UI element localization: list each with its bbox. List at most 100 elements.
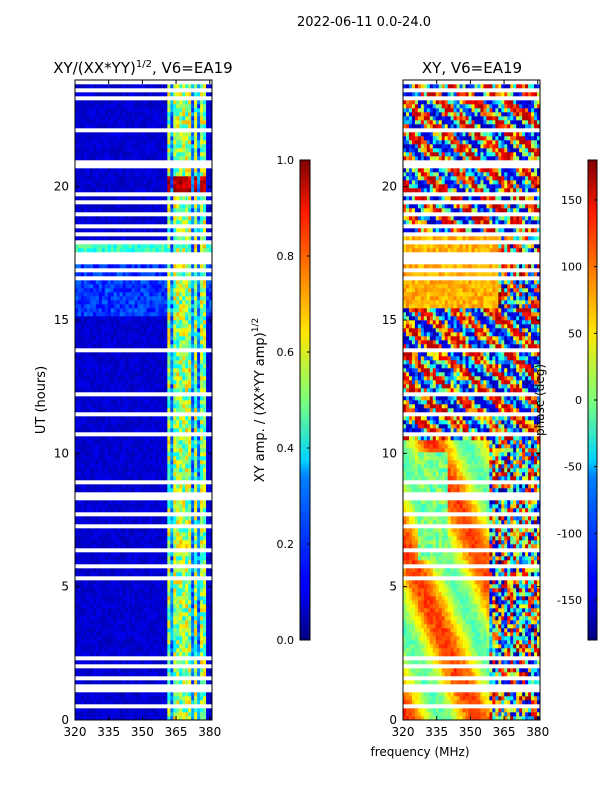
heatmap-cell [152, 388, 156, 393]
heatmap-cell [167, 504, 171, 509]
heatmap-cell [179, 648, 183, 653]
heatmap-cell [128, 584, 132, 589]
heatmap-cell [167, 712, 171, 717]
heatmap-cell [200, 604, 204, 609]
heatmap-cell [170, 404, 174, 409]
heatmap-cell [173, 228, 177, 233]
heatmap-cell [161, 304, 165, 309]
heatmap-cell [164, 372, 168, 377]
heatmap-cell [170, 384, 174, 389]
heatmap-cell [83, 632, 88, 637]
heatmap-cell [194, 716, 198, 720]
heatmap-cell [134, 380, 138, 385]
heatmap-cell [86, 304, 91, 309]
heatmap-cell [191, 216, 195, 221]
heatmap-cell [188, 216, 192, 221]
heatmap-cell [134, 620, 138, 625]
heatmap-cell [98, 440, 103, 445]
heatmap-cell [131, 468, 135, 473]
heatmap-cell [164, 628, 168, 633]
heatmap-cell [125, 424, 129, 429]
heatmap-cell [134, 540, 138, 545]
heatmap-cell [83, 500, 88, 505]
heatmap-cell [101, 204, 106, 209]
heatmap-cell [191, 284, 195, 289]
heatmap-cell [206, 488, 210, 493]
heatmap-cell [134, 316, 138, 321]
heatmap-cell [86, 448, 91, 453]
heatmap-cell [122, 516, 126, 521]
heatmap-cell [125, 176, 129, 181]
heatmap-cell [158, 672, 162, 677]
heatmap-cell [158, 324, 162, 329]
heatmap-cell [113, 672, 117, 677]
heatmap-cell [89, 404, 94, 409]
heatmap-cell [137, 516, 141, 521]
heatmap-cell [200, 668, 204, 673]
heatmap-cell [131, 696, 135, 701]
heatmap-cell [209, 488, 212, 493]
heatmap-cell [116, 472, 120, 477]
heatmap-cell [143, 624, 147, 629]
heatmap-cell [92, 420, 97, 425]
heatmap-cell [191, 528, 195, 533]
heatmap-cell [98, 600, 103, 605]
heatmap-cell [77, 236, 82, 241]
heatmap-cell [170, 668, 174, 673]
heatmap-cell [119, 204, 123, 209]
heatmap-cell [86, 220, 91, 225]
heatmap-cell [182, 568, 186, 573]
heatmap-cell [83, 244, 88, 249]
heatmap-cell [98, 556, 103, 561]
heatmap-cell [122, 636, 126, 641]
heatmap-cell [80, 540, 85, 545]
heatmap-cell [173, 196, 177, 201]
heatmap-cell [125, 368, 129, 373]
heatmap-cell [206, 628, 210, 633]
heatmap-cell [209, 280, 212, 285]
heatmap-cell [119, 516, 123, 521]
heatmap-cell [98, 344, 103, 349]
heatmap-cell [176, 248, 180, 253]
heatmap-cell [164, 340, 168, 345]
heatmap-cell [173, 384, 177, 389]
heatmap-cell [75, 308, 79, 313]
heatmap-cell [92, 712, 97, 717]
heatmap-cell [119, 696, 123, 701]
heatmap-cell [188, 580, 192, 585]
heatmap-cell [77, 452, 82, 457]
heatmap-cell [137, 648, 141, 653]
heatmap-cell [176, 288, 180, 293]
heatmap-cell [161, 244, 165, 249]
heatmap-cell [128, 540, 132, 545]
heatmap-cell [140, 344, 144, 349]
heatmap-cell [197, 360, 201, 365]
heatmap-cell [143, 328, 147, 333]
heatmap-cell [179, 416, 183, 421]
heatmap-cell [134, 680, 138, 685]
heatmap-cell [75, 248, 79, 253]
heatmap-cell [113, 388, 117, 393]
heatmap-cell [107, 408, 112, 413]
heatmap-cell [77, 484, 82, 489]
heatmap-cell [101, 196, 106, 201]
heatmap-cell [185, 712, 189, 717]
heatmap-cell [83, 608, 88, 613]
heatmap-cell [107, 364, 112, 369]
heatmap-cell [173, 248, 177, 253]
heatmap-cell [86, 300, 91, 305]
heatmap-cell [86, 320, 91, 325]
heatmap-cell [101, 528, 106, 533]
heatmap-cell [101, 644, 106, 649]
heatmap-cell [164, 288, 168, 293]
heatmap-cell [173, 556, 177, 561]
heatmap-cell [131, 388, 135, 393]
heatmap-cell [176, 628, 180, 633]
heatmap-cell [116, 360, 120, 365]
heatmap-cell [176, 416, 180, 421]
heatmap-cell [101, 652, 106, 657]
heatmap-gap-row [75, 704, 212, 709]
heatmap-cell [98, 352, 103, 357]
heatmap-cell [95, 616, 100, 621]
heatmap-cell [131, 712, 135, 717]
